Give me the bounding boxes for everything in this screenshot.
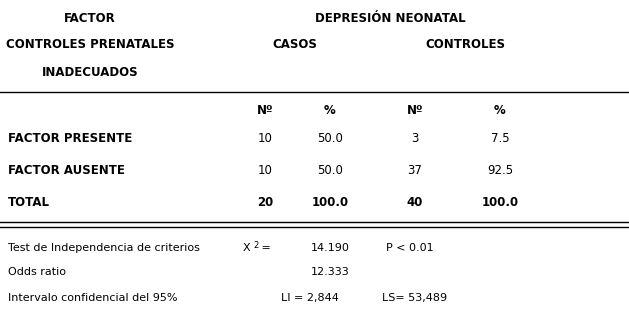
Text: 20: 20	[257, 196, 273, 209]
Text: X: X	[243, 243, 250, 253]
Text: 100.0: 100.0	[481, 196, 518, 209]
Text: LI = 2,844: LI = 2,844	[281, 293, 339, 303]
Text: Nº: Nº	[407, 103, 423, 117]
Text: FACTOR AUSENTE: FACTOR AUSENTE	[8, 164, 125, 177]
Text: Intervalo confidencial del 95%: Intervalo confidencial del 95%	[8, 293, 177, 303]
Text: INADECUADOS: INADECUADOS	[42, 66, 138, 79]
Text: Nº: Nº	[257, 103, 273, 117]
Text: CASOS: CASOS	[272, 38, 318, 51]
Text: P < 0.01: P < 0.01	[386, 243, 434, 253]
Text: 14.190: 14.190	[311, 243, 350, 253]
Text: Odds ratio: Odds ratio	[8, 267, 66, 277]
Text: LS= 53,489: LS= 53,489	[382, 293, 448, 303]
Text: FACTOR: FACTOR	[64, 11, 116, 24]
Text: DEPRESIÓN NEONATAL: DEPRESIÓN NEONATAL	[314, 11, 465, 24]
Text: 50.0: 50.0	[317, 164, 343, 177]
Text: 92.5: 92.5	[487, 164, 513, 177]
Text: 37: 37	[408, 164, 423, 177]
Text: FACTOR PRESENTE: FACTOR PRESENTE	[8, 132, 132, 145]
Text: 100.0: 100.0	[311, 196, 348, 209]
Text: %: %	[494, 103, 506, 117]
Text: %: %	[324, 103, 336, 117]
Text: 2: 2	[253, 241, 259, 249]
Text: TOTAL: TOTAL	[8, 196, 50, 209]
Text: 10: 10	[257, 164, 272, 177]
Text: =: =	[258, 243, 271, 253]
Text: CONTROLES PRENATALES: CONTROLES PRENATALES	[6, 38, 174, 51]
Text: Test de Independencia de criterios: Test de Independencia de criterios	[8, 243, 200, 253]
Text: 40: 40	[407, 196, 423, 209]
Text: CONTROLES: CONTROLES	[425, 38, 505, 51]
Text: 10: 10	[257, 132, 272, 145]
Text: 50.0: 50.0	[317, 132, 343, 145]
Text: 12.333: 12.333	[311, 267, 349, 277]
Text: 7.5: 7.5	[491, 132, 509, 145]
Text: 3: 3	[411, 132, 419, 145]
